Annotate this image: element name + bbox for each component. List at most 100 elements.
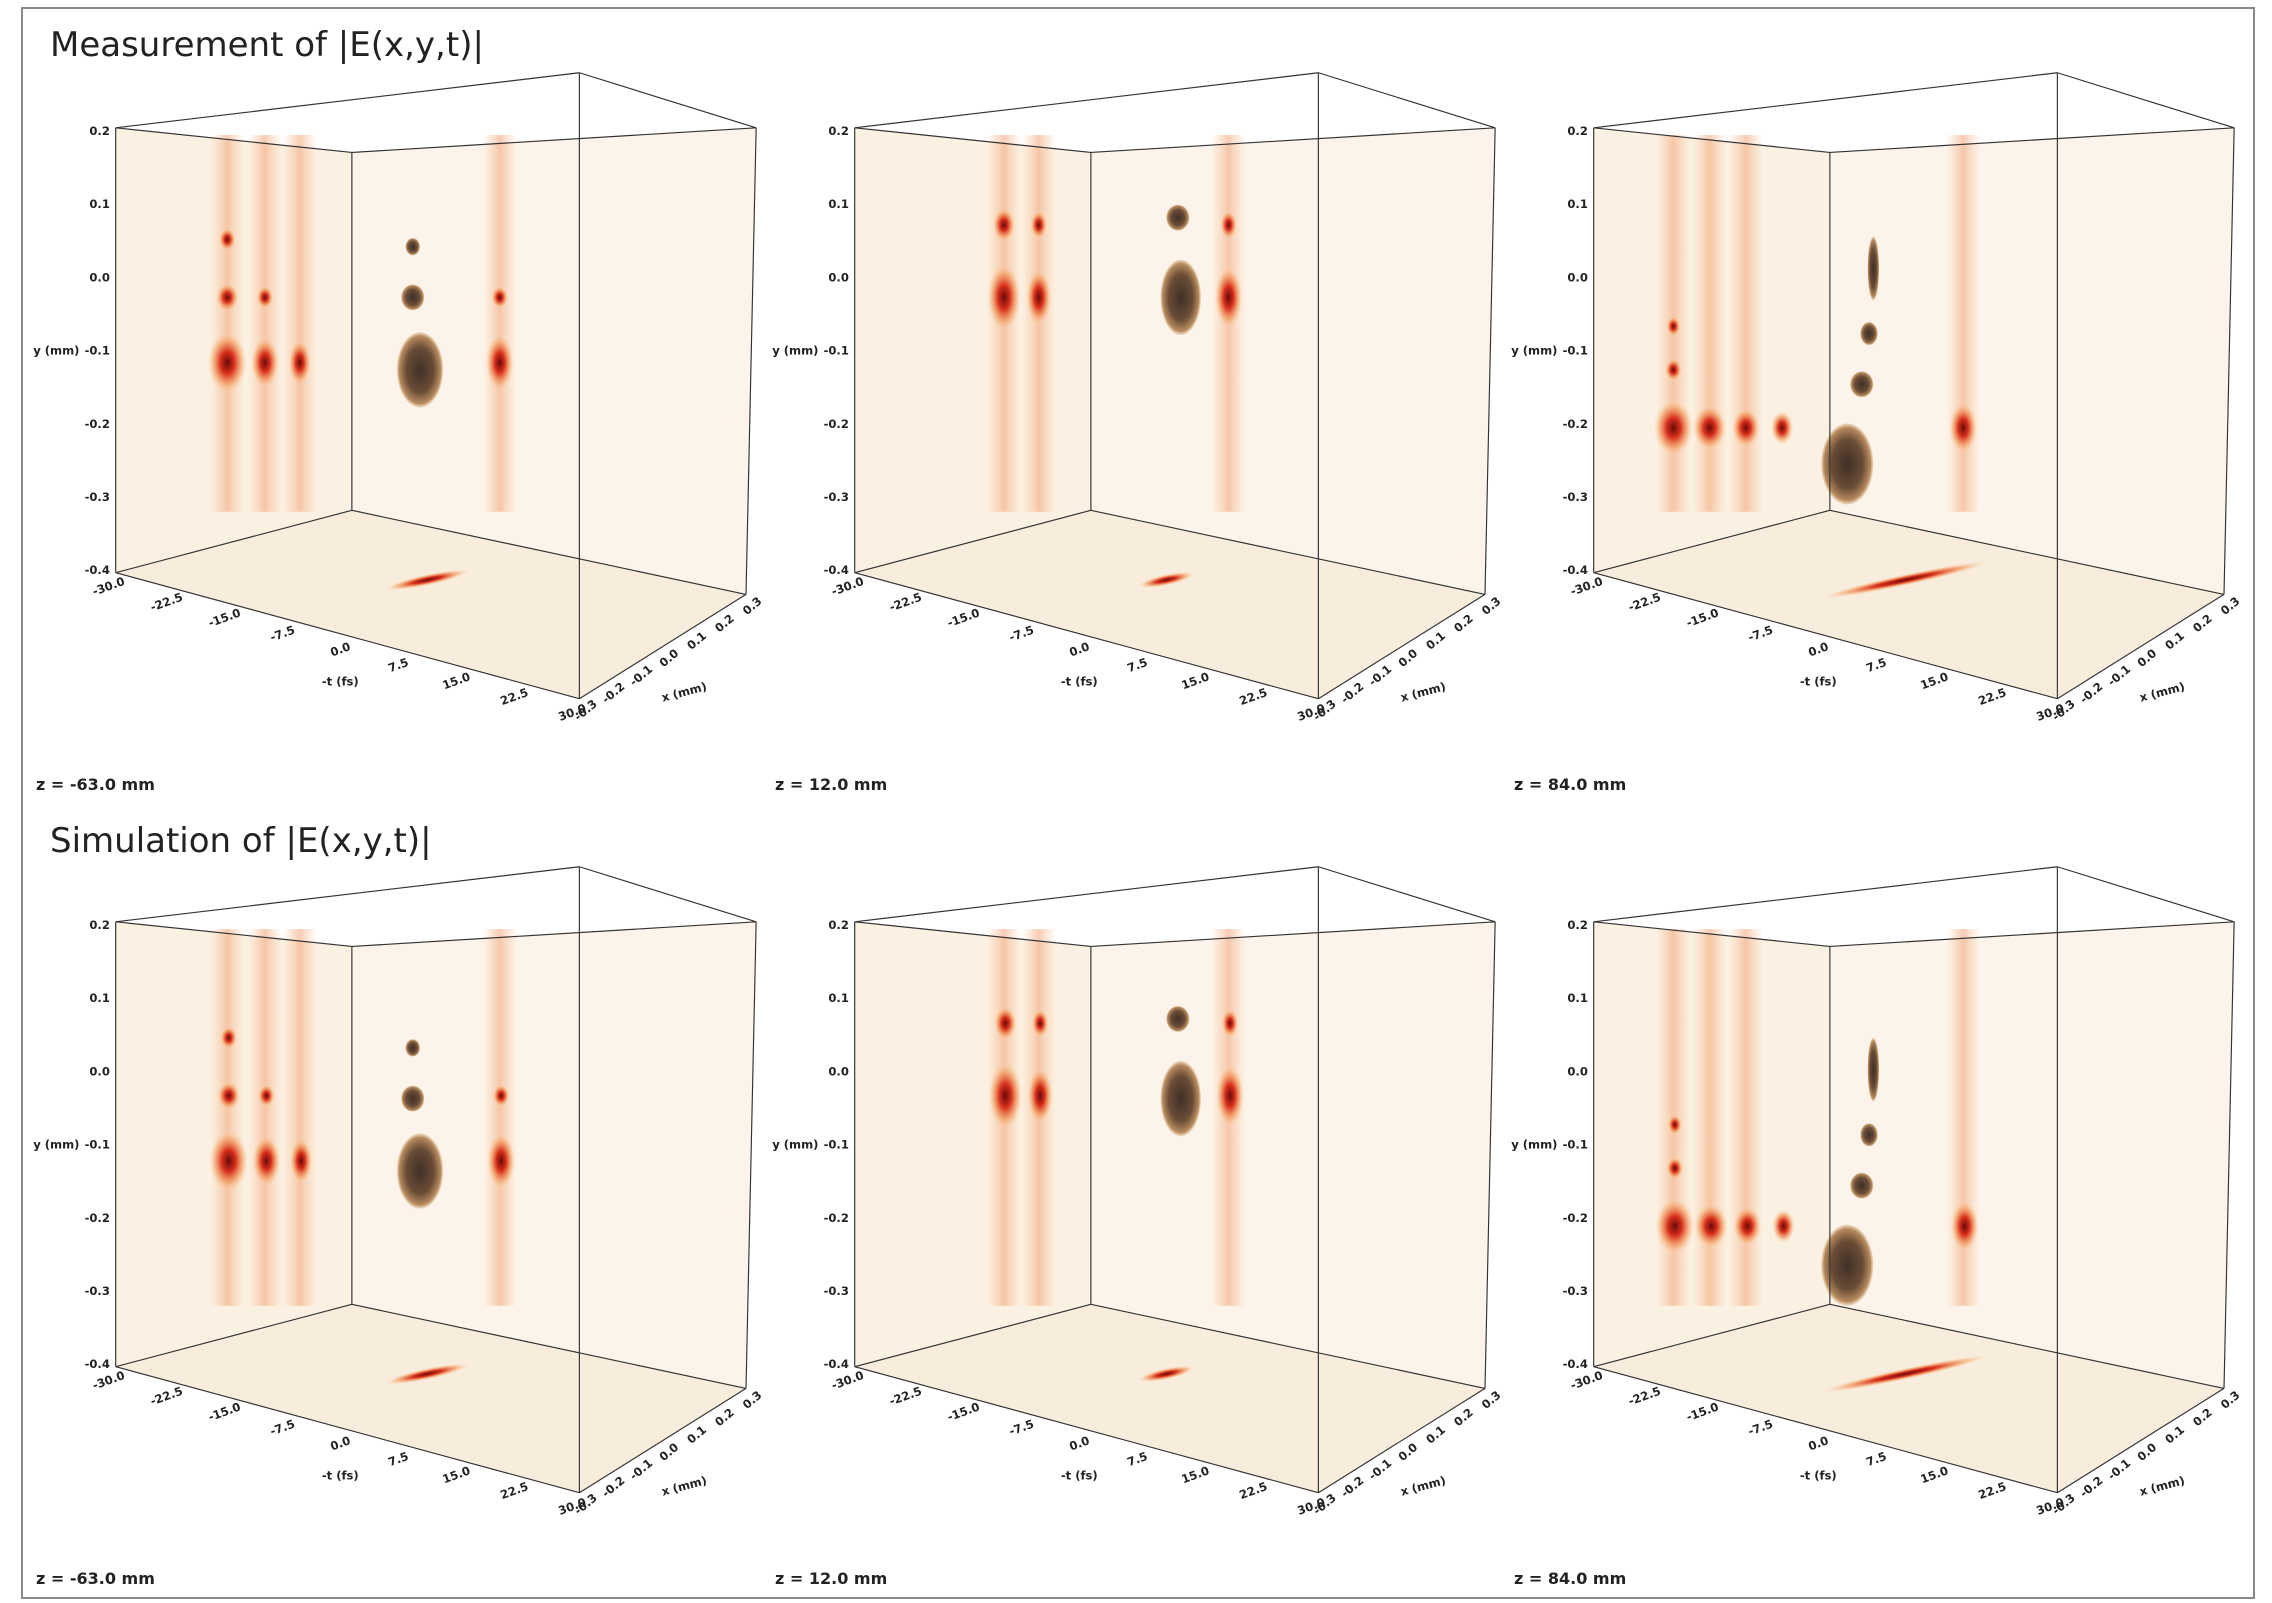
plot-panel: 0.20.10.0-0.1-0.2-0.3-0.4y (mm)-30.0-22.… — [1511, 72, 2242, 724]
t-tick-label: -22.5 — [148, 1384, 184, 1409]
wall-band — [1728, 929, 1764, 1306]
x-tick-label: 0.3 — [2218, 1388, 2243, 1412]
box-edge — [854, 866, 1319, 923]
t-tick-label: 0.0 — [1067, 639, 1091, 659]
t-tick-label: -15.0 — [945, 1400, 981, 1425]
intensity-isosurface — [401, 284, 425, 311]
x-tick-label: 0.2 — [2190, 611, 2215, 635]
y-tick-label: -0.2 — [85, 1211, 110, 1225]
y-axis-label: y (mm) — [33, 1138, 79, 1152]
floor — [854, 510, 1486, 699]
box-edge — [351, 509, 747, 595]
t-axis-label: -t (fs) — [322, 675, 359, 689]
box-edge — [1593, 1366, 2058, 1494]
intensity-isosurface — [396, 1133, 444, 1209]
wall-projection — [1770, 410, 1794, 446]
t-axis-label: -t (fs) — [1061, 675, 1098, 689]
box-edge — [115, 72, 580, 129]
wall-projection — [1219, 210, 1238, 240]
y-tick-label: 0.1 — [828, 197, 849, 211]
t-tick-label: 7.5 — [1125, 655, 1149, 675]
x-tick-label: -0.3 — [2049, 1491, 2077, 1518]
y-tick-label: -0.1 — [85, 344, 110, 358]
x-axis-label: x (mm) — [2138, 1473, 2186, 1498]
t-tick-label: 22.5 — [1976, 1479, 2008, 1502]
y-tick-label: -0.4 — [824, 563, 849, 577]
t-tick-label: 0.0 — [1806, 1433, 1830, 1453]
plot-panel: 0.20.10.0-0.1-0.2-0.3-0.4y (mm)-30.0-22.… — [772, 866, 1503, 1518]
x-tick-label: 0.0 — [2134, 1440, 2159, 1464]
box-edge — [1593, 866, 2058, 923]
t-tick-label: -30.0 — [1568, 1368, 1604, 1393]
wall-projection — [988, 1060, 1023, 1131]
intensity-isosurface — [1860, 321, 1878, 346]
wall-projection — [485, 333, 515, 392]
t-tick-label: -22.5 — [887, 1384, 923, 1409]
t-tick-label: -7.5 — [1746, 1417, 1775, 1439]
y-axis-label: y (mm) — [1511, 1138, 1557, 1152]
x-tick-label: 0.0 — [656, 646, 681, 670]
wall-projection — [256, 285, 274, 309]
box-edge — [745, 127, 757, 595]
wall-projection — [1666, 1156, 1684, 1180]
box-edge — [2057, 72, 2235, 129]
floor-projection — [1820, 560, 1991, 599]
intensity-isosurface — [1867, 1037, 1880, 1102]
x-axis-label: x (mm) — [660, 679, 708, 704]
t-tick-label: -15.0 — [1684, 606, 1720, 631]
t-tick-label: -30.0 — [829, 574, 865, 599]
box-edge — [854, 1366, 1319, 1494]
intensity-isosurface — [396, 332, 444, 408]
x-tick-label: -0.3 — [571, 1491, 599, 1518]
y-tick-label: 0.0 — [1567, 1064, 1588, 1078]
box-edge — [1829, 127, 2235, 154]
t-tick-label: 7.5 — [1125, 1449, 1149, 1469]
box-edge — [854, 509, 1092, 574]
box-edge — [115, 1366, 580, 1494]
floor — [1593, 510, 2225, 699]
t-axis-label: -t (fs) — [1800, 675, 1837, 689]
t-tick-label: -7.5 — [1746, 623, 1775, 645]
t-tick-label: 0.0 — [328, 1433, 352, 1453]
box-edge — [115, 921, 352, 948]
intensity-isosurface — [1160, 259, 1202, 336]
plot-panel: 0.20.10.0-0.1-0.2-0.3-0.4y (mm)-30.0-22.… — [1511, 866, 2243, 1518]
floor-projection — [384, 569, 470, 591]
intensity-isosurface — [1821, 423, 1874, 505]
t-axis-label: -t (fs) — [1061, 1469, 1098, 1483]
x-tick-label: 0.3 — [740, 1388, 765, 1412]
wall-band — [1945, 135, 1981, 512]
box-edge — [115, 509, 353, 574]
t-tick-label: 0.0 — [1806, 639, 1830, 659]
t-tick-label: 7.5 — [1864, 655, 1888, 675]
x-tick-label: 0.2 — [712, 1405, 737, 1429]
wall-projection — [1214, 265, 1244, 330]
box-edge — [1593, 127, 1830, 154]
t-tick-label: 7.5 — [386, 655, 410, 675]
box-edge — [1829, 921, 2235, 948]
y-tick-label: -0.2 — [1563, 1211, 1588, 1225]
back-wall — [351, 921, 757, 1389]
x-tick-label: 0.2 — [712, 611, 737, 635]
wall-band — [209, 135, 245, 512]
box-edge — [1318, 866, 1496, 923]
box-edge — [2057, 1387, 2225, 1494]
x-axis-label: x (mm) — [1399, 679, 1447, 704]
box-edge — [115, 572, 580, 700]
wall-projection — [1771, 1208, 1796, 1244]
wall-projection — [1030, 210, 1048, 240]
y-axis-label: y (mm) — [1511, 344, 1557, 358]
wall-projection — [1221, 1008, 1239, 1038]
t-axis-label: -t (fs) — [1800, 1469, 1837, 1483]
x-tick-label: 0.1 — [684, 1423, 709, 1447]
t-tick-label: 22.5 — [1237, 1479, 1269, 1502]
t-tick-label: -22.5 — [1626, 1384, 1662, 1409]
y-axis-label: y (mm) — [772, 1138, 818, 1152]
wall-band — [1692, 929, 1728, 1306]
box-edge — [1484, 921, 1496, 1389]
t-tick-label: -15.0 — [1684, 1400, 1720, 1425]
box-edge — [115, 1303, 353, 1368]
x-tick-label: -0.3 — [2049, 697, 2077, 724]
y-tick-label: 0.0 — [89, 1064, 110, 1078]
t-tick-label: -22.5 — [1626, 590, 1662, 615]
